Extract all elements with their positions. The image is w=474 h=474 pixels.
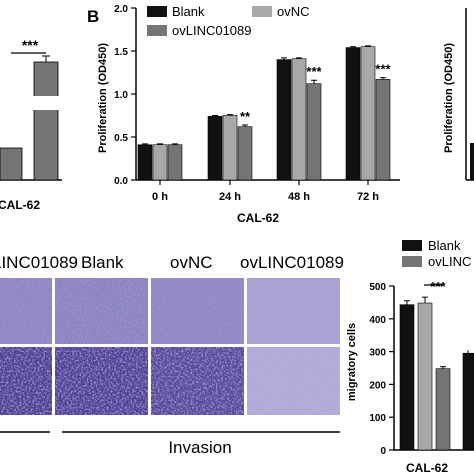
panel-b-legend-label-ovlinc: ovLINC01089 — [172, 23, 252, 38]
panel-b-letter: B — [87, 7, 99, 26]
micrograph-top-0-texture — [0, 278, 52, 344]
micrograph-top-3-texture — [247, 278, 340, 344]
panel-d-bar-ovnc — [417, 302, 433, 451]
panel-d-legend-swatch-blank — [402, 240, 422, 251]
panel-b-bar-ovlinc01089 — [237, 126, 253, 181]
panel-d-y-tick-5: 500 — [369, 282, 386, 293]
panel-b-bar-ovnc — [291, 58, 307, 181]
panel-d-bar-ovlinc01089 — [435, 368, 451, 451]
panel-b-y-tick-1: 0.5 — [114, 133, 128, 144]
panel-a-bar-blank — [0, 147, 23, 181]
panel-d-legend-label-ovlinc: ovLINC — [428, 254, 471, 269]
panel-b-x-axis-title: CAL-62 — [237, 211, 279, 225]
panel-b-bar-ovnc — [222, 115, 238, 181]
panel-c: LINC01089 Blank ovNC ovLINC01089 — [0, 253, 344, 457]
panel-b-bar-ovlinc01089 — [167, 144, 183, 181]
panel-b-x-tick-2: 48 h — [288, 191, 310, 203]
panel-a-significance-label: *** — [22, 37, 39, 53]
panel-b-y-tick-0: 0.0 — [114, 176, 128, 187]
panel-a: *** CAL-62 — [0, 37, 62, 212]
panel-c-col-label-3: ovLINC01089 — [240, 253, 344, 272]
panel-b-x-tick-3: 72 h — [357, 191, 379, 203]
micrograph-bottom-2-texture — [151, 347, 244, 415]
panel-b-y-tick-4: 2.0 — [114, 4, 128, 15]
panel-b-x-tick-0: 0 h — [152, 191, 168, 203]
micrograph-bottom-3-texture — [247, 347, 340, 415]
panel-b-marks — [131, 7, 400, 185]
micrograph-row-top — [0, 278, 340, 344]
panel-d-x-tick-label: CAL-62 — [406, 461, 448, 474]
panel-right-top-bar — [470, 143, 474, 180]
panel-b-bar-blank — [207, 116, 223, 181]
panel-a-x-tick-label: CAL-62 — [0, 198, 40, 212]
micrograph-bottom-0-texture — [0, 347, 52, 415]
micrograph-top-2-texture — [151, 278, 244, 344]
panel-right-top-y-axis-title: Proliferation (OD450) — [443, 43, 455, 153]
panel-d-y-tick-3: 300 — [369, 348, 386, 359]
panel-b-legend-swatch-blank — [147, 6, 167, 17]
panel-b-x-tick-1: 24 h — [219, 191, 241, 203]
panel-c-col-label-0: LINC01089 — [0, 253, 78, 272]
panel-b-significance-48h: *** — [306, 64, 322, 79]
micrograph-row-bottom — [0, 347, 340, 415]
panel-b-y-tick-2: 1.0 — [114, 90, 128, 101]
panel-b-bar-ovnc — [152, 144, 168, 181]
panel-b-legend-label-blank: Blank — [172, 4, 205, 19]
panel-d-y-tick-2: 200 — [369, 380, 386, 391]
panel-d-significance-label: *** — [430, 279, 446, 294]
panel-b-significance-24h: ** — [240, 109, 251, 124]
panel-d-y-axis-title: migratory cells — [346, 323, 358, 401]
panel-d-y-tick-4: 400 — [369, 315, 386, 326]
panel-b-significance-72h: *** — [375, 62, 391, 77]
panel-b-bar-blank — [345, 47, 361, 181]
panel-b: B Proliferation (OD450) 0.0 0.5 1.0 1.5 … — [87, 4, 400, 225]
panel-a-axis-break — [30, 96, 62, 110]
panel-b-bar-ovnc — [360, 46, 376, 181]
panel-a-bar-ovlinc — [33, 61, 59, 181]
panel-b-legend-swatch-ovnc — [252, 6, 272, 17]
panel-d-legend-label-blank: Blank — [428, 238, 461, 253]
panel-c-col-label-2: ovNC — [170, 253, 213, 272]
panel-c-col-label-1: Blank — [81, 253, 124, 272]
panel-b-bar-ovlinc01089 — [375, 79, 391, 181]
panel-d: Blank ovLINC migratory cells 0 100 200 3… — [346, 238, 474, 474]
panel-c-row-label-invasion: Invasion — [168, 438, 231, 457]
panel-d-bar-blank — [399, 304, 415, 451]
panel-right-top: Proliferation (OD450) — [443, 8, 474, 181]
micrograph-bottom-1-texture — [55, 347, 148, 415]
panel-b-y-tick-3: 1.5 — [114, 47, 128, 58]
panel-b-legend-label-ovnc: ovNC — [277, 4, 310, 19]
panel-b-bar-ovlinc01089 — [306, 83, 322, 181]
panel-b-bar-blank — [137, 144, 153, 181]
panel-b-legend-swatch-ovlinc — [147, 25, 167, 36]
panel-d-y-tick-0: 0 — [380, 446, 386, 457]
panel-d-y-tick-1: 100 — [369, 413, 386, 424]
panel-b-bar-blank — [276, 59, 292, 181]
micrograph-top-1-texture — [55, 278, 148, 344]
panel-d-bar-next-group — [462, 352, 474, 451]
panel-b-y-axis-title: Proliferation (OD450) — [97, 43, 109, 153]
panel-d-marks — [389, 285, 474, 451]
panel-d-legend-swatch-ovlinc — [402, 256, 422, 267]
